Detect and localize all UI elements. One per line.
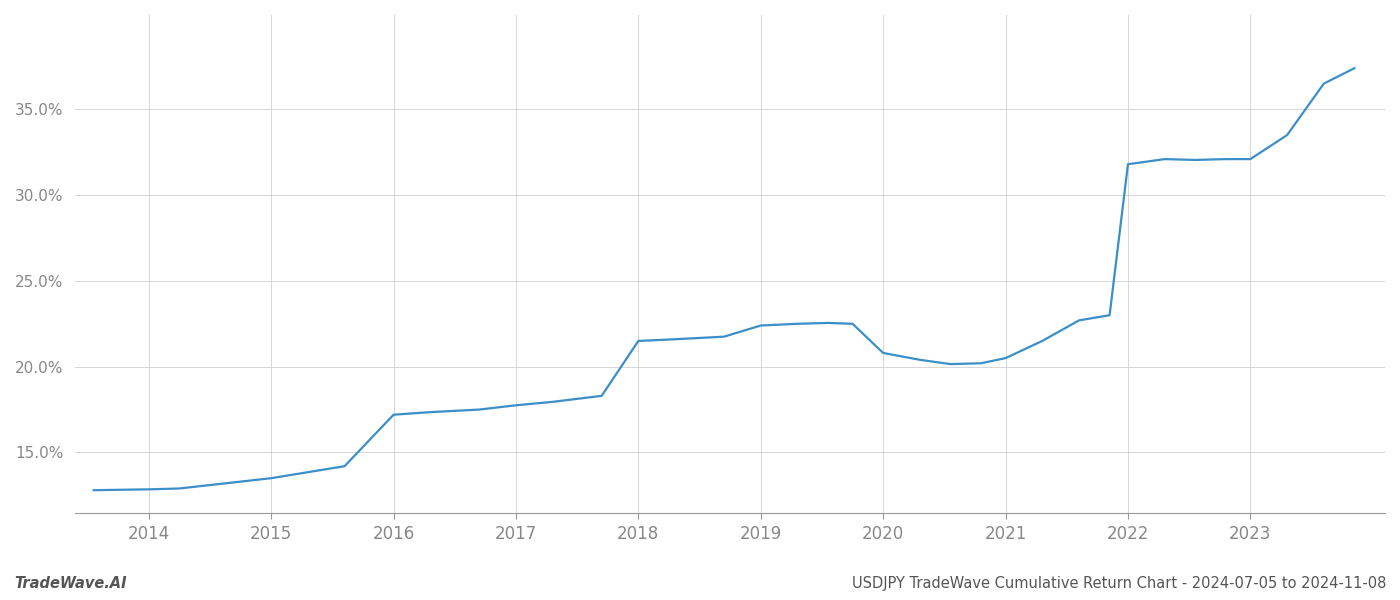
Text: TradeWave.AI: TradeWave.AI — [14, 576, 126, 591]
Text: USDJPY TradeWave Cumulative Return Chart - 2024-07-05 to 2024-11-08: USDJPY TradeWave Cumulative Return Chart… — [851, 576, 1386, 591]
